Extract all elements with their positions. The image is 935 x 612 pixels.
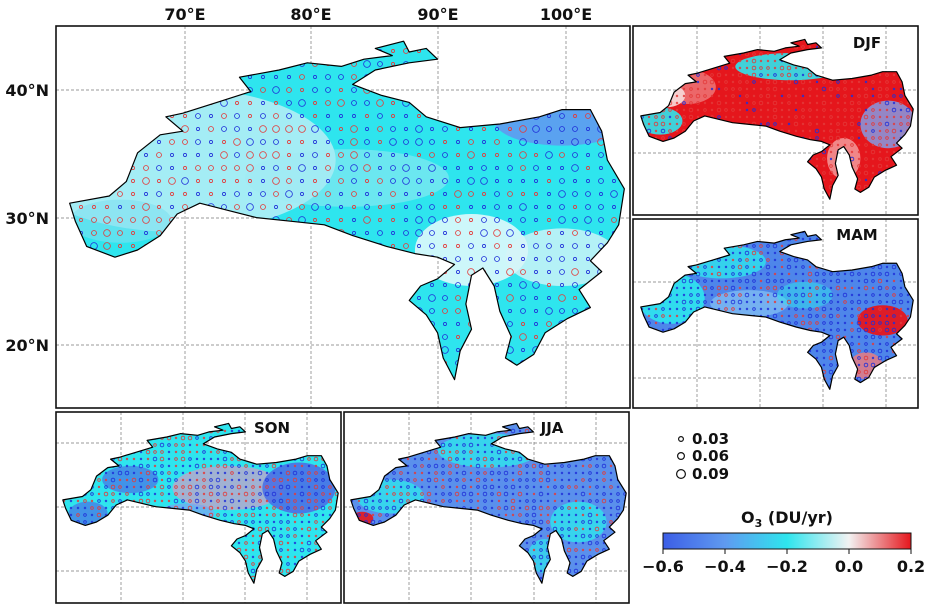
size-legend-label-small: 0.03 (692, 430, 729, 448)
colorbar-tick-label: 0.0 (835, 557, 863, 576)
lon-label-70e: 70°E (164, 5, 205, 24)
season-label-son: SON (254, 419, 290, 437)
mam-panel: MAM (632, 218, 919, 409)
son-panel: SON (55, 411, 342, 604)
colorbar: O3 (DU/yr) −0.6 −0.4 −0.2 0.0 0.2 (642, 508, 925, 576)
lat-label-30n: 30°N (5, 209, 49, 228)
jja-panel: JJA (343, 411, 630, 604)
colorbar-tick-label: −0.2 (766, 557, 808, 576)
season-label-djf: DJF (853, 34, 881, 52)
colorbar-ticks: −0.6 −0.4 −0.2 0.0 0.2 (642, 549, 925, 576)
colorbar-tick-label: 0.2 (897, 557, 925, 576)
lon-label-80e: 80°E (290, 5, 331, 24)
size-legend-label-medium: 0.06 (692, 447, 729, 465)
djf-panel: DJF (632, 25, 919, 216)
lon-label-100e: 100°E (540, 5, 592, 24)
lat-label-40n: 40°N (5, 81, 49, 100)
main-axis-labels: 70°E 80°E 90°E 100°E 40°N 30°N 20°N (5, 5, 592, 355)
size-legend-marker-medium (676, 452, 685, 461)
colorbar-tick-label: −0.6 (642, 557, 684, 576)
lat-label-20n: 20°N (5, 336, 49, 355)
season-label-mam: MAM (836, 226, 877, 244)
main-map-panel: 70°E 80°E 90°E 100°E 40°N 30°N 20°N (5, 5, 631, 409)
lon-label-90e: 90°E (417, 5, 458, 24)
size-legend-marker-small (677, 436, 684, 443)
season-label-jja: JJA (540, 419, 564, 437)
size-legend-label-large: 0.09 (692, 465, 729, 483)
size-legend-marker-large (675, 469, 686, 480)
colorbar-gradient (662, 532, 912, 550)
size-legend: 0.03 0.06 0.09 (675, 430, 729, 483)
colorbar-title: O3 (DU/yr) (741, 508, 833, 530)
colorbar-tick-label: −0.4 (704, 557, 746, 576)
